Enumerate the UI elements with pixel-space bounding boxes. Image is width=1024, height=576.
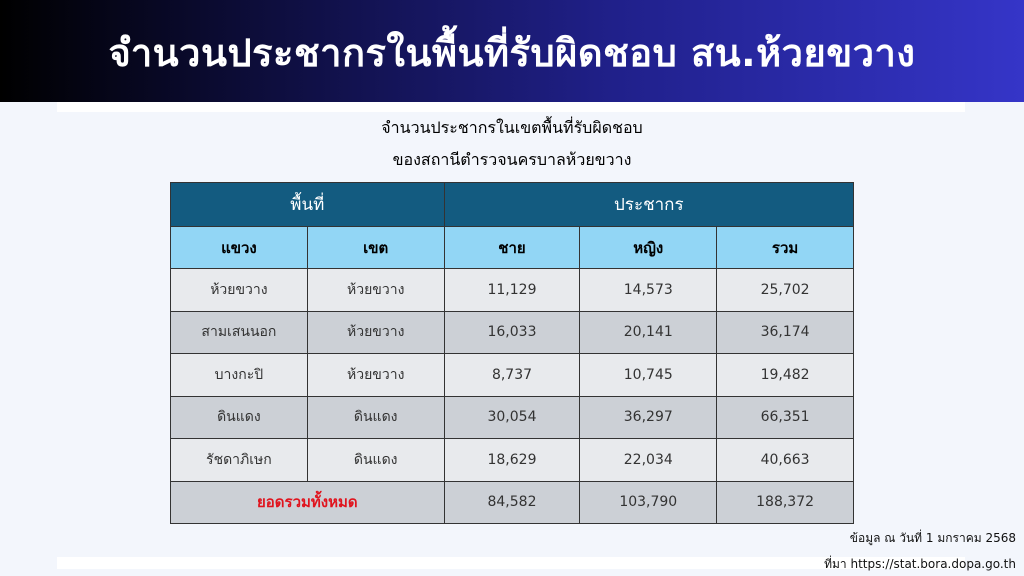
- group-header-population: ประชากร: [443, 182, 855, 227]
- table-cell: ห้วยขวาง: [306, 268, 445, 312]
- total-sum: 188,372: [716, 480, 854, 524]
- table-cell: 25,702: [716, 268, 854, 312]
- table-title-line2: ของสถานีตำรวจนครบาลห้วยขวาง: [392, 150, 632, 169]
- table-cell: รัชดาภิเษก: [170, 438, 308, 482]
- table-cell: 18,629: [443, 438, 581, 482]
- column-header: เขต: [306, 226, 445, 269]
- table-row: ดินแดง ดินแดง 30,054 36,297 66,351: [170, 395, 854, 439]
- column-header: ชาย: [443, 226, 581, 269]
- table-cell: 14,573: [579, 268, 718, 312]
- table-row: บางกะปิ ห้วยขวาง 8,737 10,745 19,482: [170, 353, 854, 397]
- table-cell: ดินแดง: [170, 395, 308, 439]
- table-cell: 40,663: [716, 438, 854, 482]
- table-cell: ห้วยขวาง: [306, 353, 445, 397]
- column-header: หญิง: [579, 226, 718, 269]
- table-cell: 10,745: [579, 353, 718, 397]
- table-cell: 20,141: [579, 310, 718, 354]
- table-cell: 8,737: [443, 353, 581, 397]
- table-title-line1: จำนวนประชากรในเขตพื้นที่รับผิดชอบ: [381, 118, 643, 137]
- table-row: ห้วยขวาง ห้วยขวาง 11,129 14,573 25,702: [170, 268, 854, 312]
- table-cell: 30,054: [443, 395, 581, 439]
- total-row: ยอดรวมทั้งหมด 84,582 103,790 188,372: [170, 480, 854, 524]
- group-header-row: พื้นที่ ประชากร: [170, 182, 855, 227]
- column-header: แขวง: [170, 226, 308, 269]
- table-cell: บางกะปิ: [170, 353, 308, 397]
- table-cell: 66,351: [716, 395, 854, 439]
- table-cell: ดินแดง: [306, 438, 445, 482]
- divider: [57, 102, 965, 112]
- table-cell: ดินแดง: [306, 395, 445, 439]
- page-title: จำนวนประชากรในพื้นที่รับผิดชอบ สน.ห้วยขว…: [108, 31, 916, 75]
- table-cell: สามเสนนอก: [170, 310, 308, 354]
- table-row: สามเสนนอก ห้วยขวาง 16,033 20,141 36,174: [170, 310, 854, 354]
- source-note: ที่มา https://stat.bora.dopa.go.th: [824, 557, 1016, 571]
- table-cell: 22,034: [579, 438, 718, 482]
- column-header: รวม: [716, 226, 854, 269]
- total-male: 84,582: [443, 480, 581, 524]
- title-banner: จำนวนประชากรในพื้นที่รับผิดชอบ สน.ห้วยขว…: [0, 0, 1024, 102]
- table-cell: 11,129: [443, 268, 581, 312]
- table-cell: ห้วยขวาง: [306, 310, 445, 354]
- total-female: 103,790: [579, 480, 718, 524]
- total-label: ยอดรวมทั้งหมด: [170, 480, 445, 524]
- population-table: พื้นที่ ประชากร แขวง เขต ชาย หญิง รวม ห้…: [170, 182, 855, 524]
- group-header-area: พื้นที่: [170, 182, 445, 227]
- table-cell: 36,174: [716, 310, 854, 354]
- table-cell: 16,033: [443, 310, 581, 354]
- table-cell: 19,482: [716, 353, 854, 397]
- footer-strip: [57, 557, 965, 569]
- table-row: รัชดาภิเษก ดินแดง 18,629 22,034 40,663: [170, 438, 854, 482]
- table-cell: ห้วยขวาง: [170, 268, 308, 312]
- column-header-row: แขวง เขต ชาย หญิง รวม: [170, 226, 854, 269]
- data-date-note: ข้อมูล ณ วันที่ 1 มกราคม 2568: [849, 531, 1016, 545]
- table-cell: 36,297: [579, 395, 718, 439]
